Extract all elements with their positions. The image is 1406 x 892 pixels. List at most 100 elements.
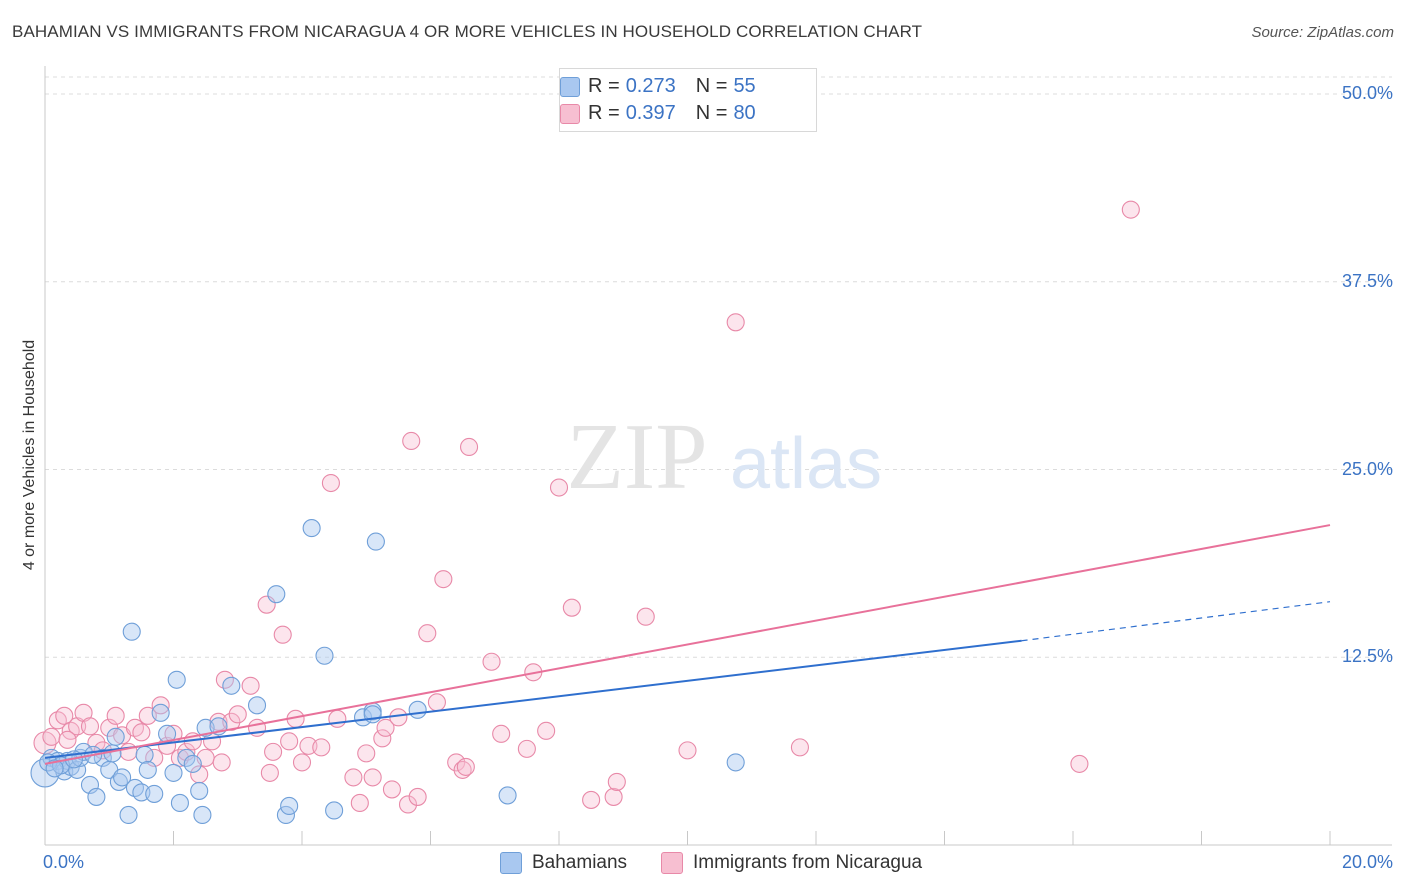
r-label: R = [588, 74, 620, 97]
nicaragua-point [151, 696, 170, 715]
bahamians-point [222, 676, 241, 695]
nicaragua-point [398, 795, 418, 814]
trend-lines [44, 524, 1331, 765]
nicaragua-point [790, 738, 809, 757]
n-value: 80 [733, 101, 756, 124]
nicaragua-point [678, 741, 697, 760]
r-value: 0.397 [625, 101, 676, 124]
nicaragua-point [1070, 754, 1089, 773]
bahamians-point [170, 793, 189, 812]
bahamians-point [145, 784, 164, 803]
nicaragua-point [402, 431, 421, 451]
nicaragua-point [357, 744, 376, 763]
legend-label: Immigrants from Nicaragua [693, 852, 923, 873]
nicaragua-point [408, 787, 427, 806]
nicaragua-point [427, 693, 446, 712]
nicaragua-point [344, 768, 363, 787]
correlation-legend: R = 0.273 N = 55 R = 0.397 N = 80 [559, 68, 817, 132]
n-value: 55 [733, 74, 756, 97]
bahamians-point [167, 670, 186, 689]
nicaragua-point [321, 473, 340, 493]
nicaragua-point [363, 768, 382, 787]
bahamians-point [113, 768, 132, 787]
nicaragua-point [373, 729, 392, 748]
legend-swatch-blue [560, 77, 580, 97]
grid-lines [45, 76, 1392, 658]
nicaragua-point [447, 753, 466, 772]
y-tick-label: 50.0% [1341, 83, 1393, 103]
bahamians-point [315, 646, 334, 665]
nicaragua-point [42, 727, 61, 746]
bahamians-point [193, 805, 212, 825]
legend-swatch-pink [661, 852, 683, 874]
series-bahamians-points [30, 519, 745, 825]
nicaragua-point [459, 437, 479, 457]
nicaragua-point [119, 742, 138, 761]
bahamians-point [726, 753, 745, 772]
legend-item-nicaragua[interactable]: Immigrants from Nicaragua [661, 852, 922, 874]
nicaragua-point [350, 793, 369, 812]
bahamians-point [45, 759, 64, 778]
legend-swatch-pink [560, 104, 580, 124]
nicaragua-point [1121, 200, 1140, 219]
bahamians-point [164, 763, 183, 782]
y-tick-label: 12.5% [1341, 646, 1393, 667]
bahamians-point [106, 727, 125, 746]
bahamians-point [119, 805, 138, 825]
bahamians-point [190, 781, 209, 800]
x-tick-label-max: 20.0% [1341, 852, 1393, 872]
nicaragua-point [537, 721, 556, 740]
nicaragua-point [492, 724, 511, 743]
legend-swatch-blue [500, 852, 522, 874]
nicaragua-point [264, 742, 283, 761]
bahamians-point [247, 696, 267, 715]
nicaragua-point [132, 723, 151, 742]
nicaragua-point [228, 705, 247, 724]
y-tick-label: 25.0% [1341, 458, 1393, 479]
bahamians-point [138, 760, 157, 779]
bahamians-point [183, 754, 202, 773]
watermark-atlas: atlas [730, 424, 882, 504]
nicaragua-trend-line [44, 524, 1331, 765]
nicaragua-point [517, 739, 536, 758]
nicaragua-point [80, 717, 100, 736]
bahamians-point [122, 622, 141, 641]
bahamians-point [325, 801, 344, 820]
bahamians-point [498, 786, 517, 805]
nicaragua-point [562, 598, 581, 617]
watermark-zip: ZIP [567, 405, 708, 509]
bahamians-trend-extension [1021, 601, 1331, 642]
nicaragua-point [241, 676, 260, 695]
nicaragua-point [328, 709, 347, 728]
x-tick-label-min: 0.0% [43, 852, 85, 872]
nicaragua-point [389, 708, 408, 727]
nicaragua-point [549, 478, 569, 497]
bahamians-point [280, 796, 299, 815]
source-label: Source: ZipAtlas.com [1251, 24, 1394, 41]
nicaragua-point [292, 753, 312, 772]
n-label: N = [695, 74, 728, 97]
legend-item-bahamians[interactable]: Bahamians [500, 852, 627, 874]
nicaragua-point [418, 624, 437, 643]
nicaragua-point [260, 763, 279, 782]
nicaragua-point [212, 753, 231, 772]
bahamians-trend-line [44, 639, 1022, 759]
nicaragua-point [312, 738, 331, 757]
nicaragua-point [376, 718, 395, 737]
nicaragua-point [382, 780, 402, 799]
r-label: R = [588, 101, 620, 124]
legend-label: Bahamians [532, 852, 628, 873]
nicaragua-point [726, 313, 745, 332]
nicaragua-point [280, 732, 299, 751]
nicaragua-point [636, 607, 655, 626]
r-value: 0.273 [625, 74, 676, 97]
nicaragua-point [58, 730, 77, 749]
nicaragua-point [456, 757, 475, 776]
bahamians-point [151, 703, 170, 722]
chart-title: BAHAMIAN VS IMMIGRANTS FROM NICARAGUA 4 … [12, 22, 923, 41]
legend-row-nicaragua: R = 0.397 N = 80 [560, 101, 756, 125]
bahamians-point [366, 532, 385, 551]
nicaragua-point [582, 790, 601, 809]
nicaragua-point [273, 625, 292, 644]
y-tick-label: 37.5% [1341, 270, 1393, 291]
